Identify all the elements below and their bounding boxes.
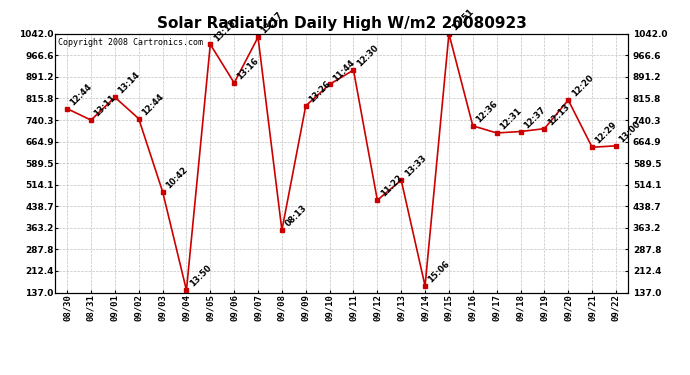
- Text: 11:44: 11:44: [331, 58, 356, 83]
- Text: 13:17: 13:17: [259, 10, 284, 36]
- Text: 12:20: 12:20: [570, 74, 595, 99]
- Text: Copyright 2008 Cartronics.com: Copyright 2008 Cartronics.com: [58, 38, 203, 46]
- Text: 13:15: 13:15: [212, 18, 237, 43]
- Text: 15:06: 15:06: [426, 259, 452, 285]
- Text: 12:31: 12:31: [498, 106, 523, 132]
- Text: 13:11: 13:11: [92, 93, 118, 119]
- Title: Solar Radiation Daily High W/m2 20080923: Solar Radiation Daily High W/m2 20080923: [157, 16, 526, 31]
- Text: 12:29: 12:29: [593, 121, 619, 146]
- Text: 12:37: 12:37: [522, 105, 547, 130]
- Text: 12:30: 12:30: [355, 44, 380, 69]
- Text: 10:42: 10:42: [164, 165, 189, 190]
- Text: 11:22: 11:22: [379, 173, 404, 199]
- Text: 13:50: 13:50: [188, 264, 213, 289]
- Text: 13:33: 13:33: [402, 154, 428, 179]
- Text: 12:13: 12:13: [546, 102, 571, 127]
- Text: 12:51: 12:51: [451, 7, 475, 32]
- Text: 12:36: 12:36: [474, 99, 500, 124]
- Text: 12:44: 12:44: [68, 82, 94, 107]
- Text: 13:00: 13:00: [618, 119, 642, 144]
- Text: 13:14: 13:14: [116, 70, 141, 96]
- Text: 13:16: 13:16: [235, 56, 261, 81]
- Text: 08:13: 08:13: [284, 204, 308, 229]
- Text: 12:44: 12:44: [140, 92, 166, 117]
- Text: 13:26: 13:26: [307, 79, 333, 104]
